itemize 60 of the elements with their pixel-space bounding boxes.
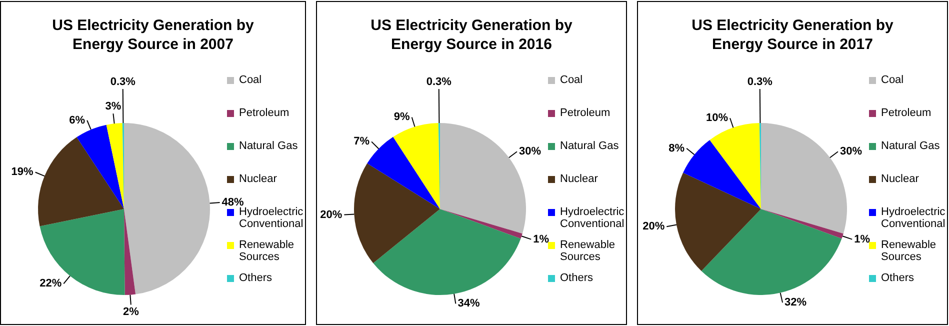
pie-slice	[761, 209, 844, 239]
data-label: 7%	[354, 136, 370, 148]
legend-label: Nuclear	[560, 173, 598, 185]
data-label: 30%	[518, 146, 542, 158]
legend-label: Natural Gas	[560, 140, 619, 152]
legend-label: Others	[239, 272, 272, 284]
pie-slice	[440, 209, 522, 239]
legend-label: Renewable Sources	[239, 239, 296, 263]
legend-label: Hydroelectric Conventional	[560, 206, 626, 230]
legend-label: Renewable Sources	[560, 239, 616, 263]
data-label: 0.3%	[747, 76, 773, 88]
pie-slice	[38, 137, 124, 226]
legend-label: Others	[560, 272, 594, 284]
data-label: 2%	[122, 306, 140, 318]
data-label: 48%	[222, 196, 244, 209]
data-label: 8%	[668, 142, 685, 154]
legend-label: Hydroelectric Conventional	[239, 206, 304, 230]
pie-slice	[393, 123, 440, 209]
chart-title: US Electricity Generation by Energy Source in 2007	[51, 16, 255, 54]
data-label: 1%	[533, 233, 550, 246]
legend-label: Renewable Sources	[881, 239, 938, 263]
data-label: 32%	[784, 296, 807, 309]
data-label: 20%	[320, 208, 342, 221]
pie-slice	[124, 123, 210, 294]
pie-slice	[701, 209, 842, 295]
data-label: 3%	[105, 100, 122, 113]
legend-label: Nuclear	[881, 173, 919, 185]
legend-label: Petroleum	[239, 107, 290, 119]
legend-label: Natural Gas	[239, 140, 298, 152]
pie-slice	[354, 163, 440, 264]
data-label: 0.3%	[426, 76, 452, 88]
data-label: 30%	[840, 146, 862, 158]
legend-label: Coal	[881, 74, 904, 86]
data-label: 20%	[642, 220, 665, 233]
pie-slice	[106, 123, 124, 209]
pie-slice	[710, 123, 761, 209]
legend-label: Petroleum	[560, 107, 610, 119]
data-label: 10%	[706, 112, 728, 124]
data-label: 1%	[854, 233, 870, 246]
pie-slice	[675, 172, 761, 271]
data-label: 6%	[69, 114, 86, 126]
legend-label: Coal	[239, 74, 262, 86]
pie-slice	[124, 209, 136, 295]
pie-slice	[76, 124, 124, 209]
data-label: 9%	[394, 111, 410, 124]
legend-label: Natural Gas	[881, 140, 940, 152]
pie-slice	[373, 209, 521, 295]
legend-label: Hydroelectric Conventional	[881, 206, 946, 230]
chart-title: US Electricity Generation by Energy Source in 2016	[370, 16, 574, 54]
legend-label: Nuclear	[239, 173, 277, 185]
legend-label: Petroleum	[881, 107, 932, 119]
legend-label: Coal	[560, 74, 583, 86]
data-label: 22%	[40, 278, 62, 290]
chart-title: US Electricity Generation by Energy Source in 2017	[690, 16, 894, 54]
data-label: 0.3%	[110, 76, 136, 88]
pie-slice	[40, 209, 125, 295]
legend-label: Others	[881, 272, 914, 284]
data-label: 19%	[11, 166, 34, 178]
data-label: 34%	[458, 298, 480, 310]
pie-slice	[683, 140, 761, 209]
